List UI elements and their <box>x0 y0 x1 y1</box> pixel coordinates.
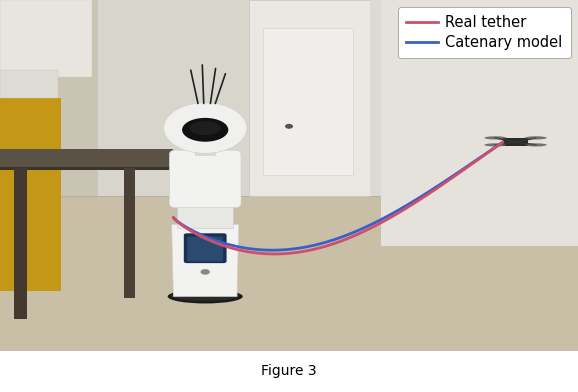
Bar <box>0 98 61 291</box>
Bar <box>0 196 578 351</box>
Bar <box>503 138 528 145</box>
Bar <box>381 0 578 245</box>
Ellipse shape <box>525 136 547 140</box>
Bar <box>0 0 578 196</box>
Bar <box>14 169 27 319</box>
Bar <box>124 169 135 298</box>
FancyBboxPatch shape <box>184 233 227 263</box>
Ellipse shape <box>190 121 221 135</box>
Bar <box>0 0 92 77</box>
Legend: Real tether, Catenary model: Real tether, Catenary model <box>398 7 570 58</box>
Bar <box>177 203 233 228</box>
Bar <box>249 0 370 196</box>
FancyBboxPatch shape <box>187 236 223 261</box>
Bar <box>0 167 173 170</box>
Ellipse shape <box>484 136 506 140</box>
FancyBboxPatch shape <box>169 150 241 208</box>
Bar <box>0 98 61 291</box>
Bar <box>195 142 216 156</box>
Bar <box>0 149 173 169</box>
Ellipse shape <box>168 289 243 303</box>
Bar <box>0 70 58 98</box>
Bar <box>370 0 578 196</box>
Ellipse shape <box>171 290 240 301</box>
Bar <box>14 169 27 319</box>
Ellipse shape <box>182 118 228 142</box>
Circle shape <box>201 269 210 275</box>
Ellipse shape <box>484 143 506 147</box>
Bar <box>0 0 98 196</box>
Circle shape <box>164 103 247 153</box>
Polygon shape <box>172 225 239 296</box>
Bar <box>263 28 353 176</box>
Ellipse shape <box>525 143 547 147</box>
Text: Figure 3: Figure 3 <box>261 364 317 377</box>
Circle shape <box>285 124 293 129</box>
